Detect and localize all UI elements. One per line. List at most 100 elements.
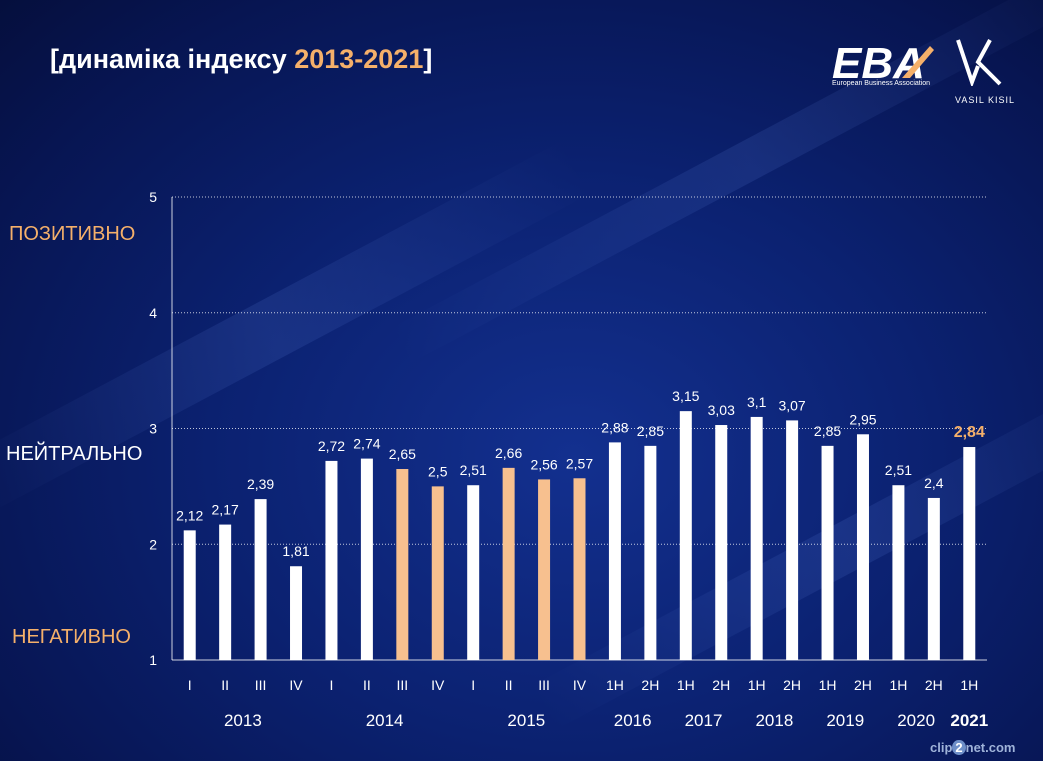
zone-label-positive: ПОЗИТИВНО — [9, 223, 136, 245]
eba-subtitle: European Business Association — [832, 80, 931, 87]
x-tick-label: III — [538, 677, 550, 693]
data-label: 2,74 — [353, 436, 380, 452]
data-label: 2,51 — [885, 462, 912, 478]
data-label: 3,15 — [672, 388, 699, 404]
watermark: clip 2 net.com — [930, 740, 1015, 755]
data-label: 2,85 — [814, 423, 841, 439]
watermark-post: net.com — [965, 740, 1016, 755]
bar — [538, 479, 551, 660]
data-label: 2,17 — [212, 502, 239, 518]
year-group-label: 2019 — [826, 711, 864, 730]
x-tick-label: III — [396, 677, 408, 693]
bar — [219, 524, 232, 660]
year-group-label: 2020 — [897, 711, 935, 730]
vasil-kisil-logo — [956, 39, 1002, 86]
y-tick-label: 2 — [149, 536, 157, 552]
y-tick-label: 5 — [149, 189, 157, 205]
x-tick-label: II — [363, 677, 371, 693]
x-tick-label: 1H — [889, 677, 907, 693]
bar — [821, 445, 834, 660]
bar — [290, 566, 303, 660]
data-label: 2,12 — [176, 507, 203, 523]
title-years: 2013-2021 — [294, 44, 424, 74]
year-group-label: 2021 — [950, 711, 988, 730]
x-tick-label: I — [330, 677, 334, 693]
zone-label-neutral: НЕЙТРАЛЬНО — [6, 443, 143, 465]
bar — [467, 485, 480, 660]
x-tick-label: 2H — [712, 677, 730, 693]
data-label: 2,66 — [495, 445, 522, 461]
data-label: 2,85 — [637, 423, 664, 439]
y-tick-label: 1 — [149, 652, 157, 668]
x-tick-label: 1H — [606, 677, 624, 693]
data-label: 2,51 — [460, 462, 487, 478]
x-tick-label: 2H — [783, 677, 801, 693]
x-tick-label: I — [188, 677, 192, 693]
bar — [573, 478, 586, 660]
bar — [892, 485, 905, 660]
data-label: 2,39 — [247, 476, 274, 492]
x-tick-label: 1H — [748, 677, 766, 693]
bar — [502, 467, 515, 660]
page-title: [динаміка індексу 2013-2021] — [50, 44, 432, 75]
x-tick-label: 2H — [925, 677, 943, 693]
year-group-label: 2014 — [366, 711, 404, 730]
bar — [608, 442, 621, 660]
x-tick-label: II — [505, 677, 513, 693]
x-tick-label: 1H — [960, 677, 978, 693]
bar — [856, 434, 869, 660]
eba-logo: EBA — [832, 39, 934, 88]
eba-logo-text: EBA — [832, 39, 925, 88]
bar — [360, 458, 373, 660]
eba-logo-accent — [902, 46, 934, 78]
data-label: 2,95 — [849, 411, 876, 427]
title-prefix: [динаміка індексу — [50, 44, 295, 74]
bar — [396, 469, 409, 660]
bar — [431, 486, 444, 660]
year-group-label: 2018 — [755, 711, 793, 730]
data-label: 2,56 — [530, 456, 557, 472]
vk-logo-k — [975, 39, 1002, 86]
year-group-label: 2015 — [507, 711, 545, 730]
bar — [325, 460, 338, 660]
y-tick-label: 3 — [149, 421, 157, 437]
x-tick-label: II — [221, 677, 229, 693]
bar — [927, 497, 940, 660]
watermark-pre: clip — [930, 740, 953, 755]
data-label: 2,65 — [389, 446, 416, 462]
data-label: 3,03 — [708, 402, 735, 418]
x-tick-label: 1H — [819, 677, 837, 693]
x-tick-label: III — [255, 677, 267, 693]
data-label: 2,5 — [428, 463, 448, 479]
watermark-mid: 2 — [952, 740, 966, 755]
data-label: 2,88 — [601, 419, 628, 435]
bar — [679, 411, 692, 660]
vasil-kisil-name: VASIL KISIL — [955, 95, 1016, 105]
data-label: 2,4 — [924, 475, 944, 491]
bar — [750, 416, 763, 660]
year-group-label: 2016 — [614, 711, 652, 730]
y-tick-label: 4 — [149, 305, 157, 321]
bar — [254, 499, 267, 660]
bar — [183, 530, 196, 660]
x-tick-label: 2H — [854, 677, 872, 693]
x-tick-label: IV — [289, 677, 303, 693]
year-group-label: 2013 — [224, 711, 262, 730]
data-label: 3,1 — [747, 394, 767, 410]
year-group-label: 2017 — [685, 711, 723, 730]
bar — [963, 447, 976, 660]
vk-logo-v — [956, 39, 980, 86]
x-tick-label: IV — [431, 677, 445, 693]
data-label: 1,81 — [282, 543, 309, 559]
zone-label-negative: НЕГАТИВНО — [12, 626, 131, 648]
bar — [715, 425, 728, 660]
bar — [644, 445, 657, 660]
x-tick-label: I — [471, 677, 475, 693]
bar — [786, 420, 799, 660]
x-tick-label: 2H — [641, 677, 659, 693]
x-tick-label: IV — [573, 677, 587, 693]
data-label: 2,72 — [318, 438, 345, 454]
data-label: 2,57 — [566, 455, 593, 471]
title-suffix: ] — [423, 44, 433, 74]
